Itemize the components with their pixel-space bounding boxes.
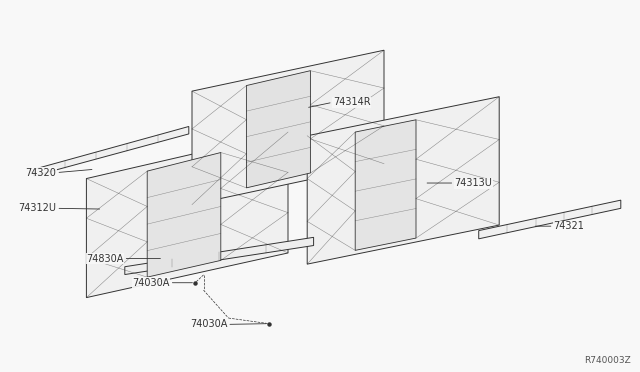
Text: 74312U: 74312U <box>19 203 56 213</box>
Text: 74320: 74320 <box>26 168 56 177</box>
Text: 74030A: 74030A <box>132 278 170 288</box>
Polygon shape <box>86 132 288 298</box>
Text: 74313U: 74313U <box>454 178 492 188</box>
Text: 74030A: 74030A <box>190 320 227 329</box>
Text: R740003Z: R740003Z <box>584 356 630 365</box>
Polygon shape <box>34 126 189 176</box>
Polygon shape <box>307 97 499 264</box>
Text: 74314R: 74314R <box>333 97 371 107</box>
Polygon shape <box>479 200 621 239</box>
Polygon shape <box>125 237 314 275</box>
Polygon shape <box>147 153 221 277</box>
Polygon shape <box>355 120 416 250</box>
Polygon shape <box>246 71 310 188</box>
Text: 74321: 74321 <box>554 221 584 231</box>
Text: 74830A: 74830A <box>86 254 124 263</box>
Polygon shape <box>192 50 384 205</box>
